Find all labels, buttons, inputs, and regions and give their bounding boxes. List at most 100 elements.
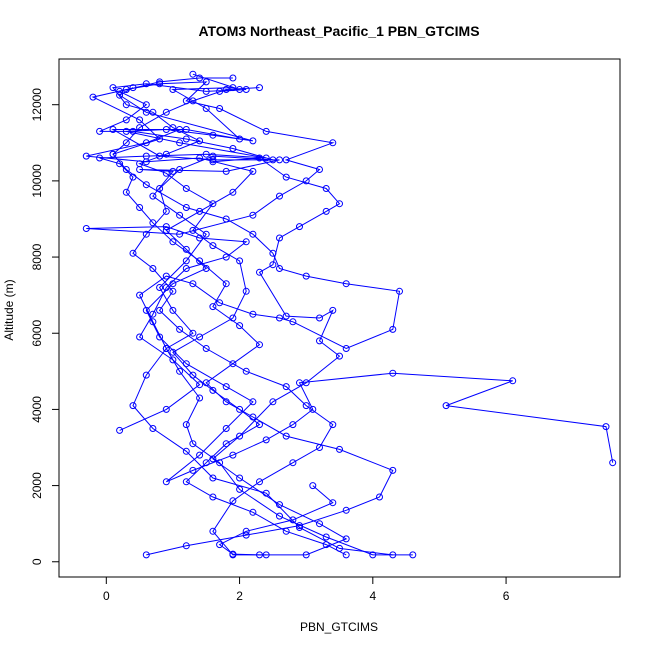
- data-point: [149, 108, 157, 116]
- data-point: [242, 238, 250, 246]
- data-point: [156, 78, 164, 86]
- data-point: [182, 204, 190, 211]
- data-point: [289, 516, 297, 524]
- data-point: [276, 234, 283, 242]
- data-point: [249, 398, 257, 406]
- data-point: [296, 524, 303, 531]
- data-point: [149, 318, 157, 326]
- data-point: [262, 127, 270, 135]
- series-line: [86, 129, 614, 483]
- data-point: [122, 116, 130, 124]
- data-point: [222, 440, 230, 448]
- data-point: [196, 137, 204, 145]
- data-point: [289, 318, 297, 326]
- data-point: [396, 287, 403, 295]
- data-point: [196, 394, 204, 402]
- data-point: [196, 257, 204, 265]
- data-point: [302, 177, 310, 185]
- data-point: [249, 230, 257, 238]
- data-point: [169, 124, 177, 132]
- data-point: [296, 379, 303, 387]
- data-point: [156, 306, 164, 314]
- data-point: [136, 116, 144, 124]
- data-point: [249, 310, 257, 318]
- profile-series: [96, 84, 397, 559]
- data-point: [229, 451, 237, 459]
- data-point: [216, 299, 224, 307]
- data-point: [156, 284, 164, 291]
- data-point: [209, 156, 217, 164]
- data-point: [109, 150, 117, 158]
- y-axis: 0 2000 4000 6000 8000 10000 12000: [30, 88, 60, 565]
- data-point: [256, 268, 263, 276]
- data-point: [342, 506, 350, 514]
- data-point: [142, 158, 150, 166]
- data-point: [216, 541, 224, 549]
- data-point: [82, 152, 90, 160]
- data-point: [202, 87, 210, 95]
- data-point: [169, 86, 177, 93]
- data-point: [276, 192, 283, 200]
- data-point: [282, 312, 290, 320]
- data-point: [189, 371, 197, 379]
- data-point: [602, 423, 610, 431]
- data-point: [156, 135, 164, 143]
- data-point: [242, 287, 250, 295]
- data-point: [442, 402, 450, 410]
- data-point: [256, 154, 263, 162]
- data-point: [189, 226, 197, 234]
- y-tick-label: 2000: [30, 472, 44, 499]
- data-point: [136, 291, 144, 299]
- data-point: [342, 345, 350, 352]
- data-point: [142, 230, 150, 238]
- data-point: [289, 421, 297, 429]
- data-point: [269, 156, 277, 164]
- data-point: [189, 466, 197, 474]
- data-point: [342, 280, 350, 288]
- data-point: [262, 489, 270, 497]
- series-line: [212, 157, 348, 556]
- data-point: [329, 139, 337, 147]
- data-point: [229, 360, 237, 368]
- data-point: [182, 245, 190, 253]
- data-point: [236, 432, 244, 440]
- data-point: [409, 551, 417, 559]
- data-point: [242, 86, 250, 93]
- data-point: [209, 474, 217, 482]
- data-point: [116, 87, 124, 95]
- data-point: [89, 93, 97, 101]
- data-point: [209, 386, 217, 394]
- data-point: [176, 230, 184, 238]
- data-point: [389, 466, 397, 474]
- data-point: [116, 426, 124, 434]
- x-tick-label: 2: [236, 589, 243, 603]
- data-point: [156, 185, 164, 192]
- data-point: [256, 478, 263, 486]
- data-point: [236, 322, 244, 330]
- data-point: [269, 261, 277, 269]
- data-point: [209, 200, 217, 208]
- data-point: [329, 421, 337, 429]
- data-point: [236, 257, 244, 265]
- data-point: [209, 493, 217, 501]
- data-point: [256, 421, 263, 429]
- data-point: [182, 185, 190, 192]
- data-point: [309, 405, 317, 413]
- data-point: [316, 314, 323, 322]
- data-point: [149, 192, 157, 200]
- series-layer: [82, 70, 617, 559]
- data-point: [282, 156, 290, 164]
- data-point: [162, 207, 170, 215]
- y-tick-label: 0: [30, 558, 44, 565]
- data-point: [389, 551, 397, 559]
- data-point: [276, 156, 283, 164]
- data-point: [182, 447, 190, 455]
- x-axis-label: PBN_GTCIMS: [300, 620, 378, 634]
- data-point: [202, 265, 210, 272]
- data-point: [229, 145, 237, 152]
- series-line: [112, 83, 347, 556]
- data-point: [122, 166, 130, 173]
- data-point: [176, 325, 184, 333]
- data-point: [136, 124, 144, 132]
- data-point: [236, 135, 244, 143]
